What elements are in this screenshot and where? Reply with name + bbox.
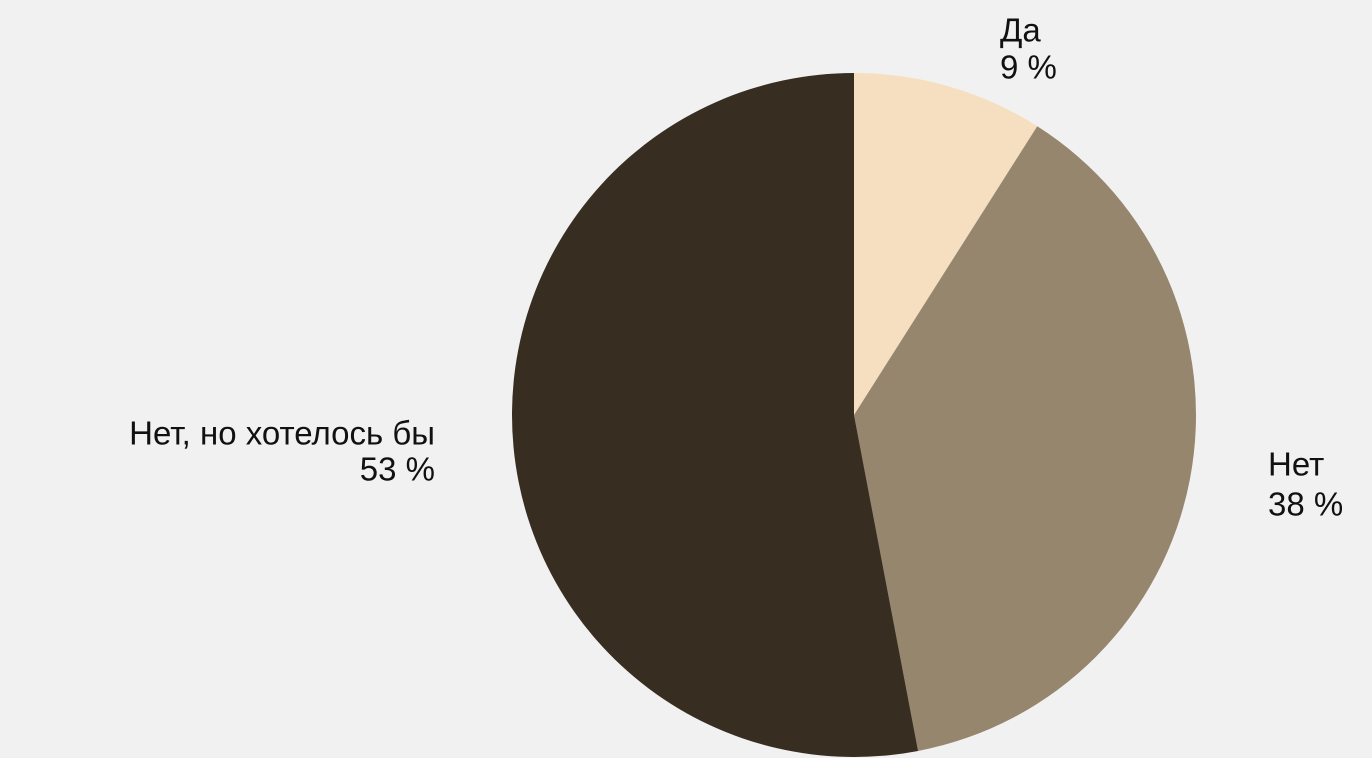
pie-slice bbox=[512, 72, 919, 757]
slice-value-label: 53 % bbox=[360, 451, 435, 488]
slice-label: Нет, но хотелось бы bbox=[129, 415, 435, 452]
pie-slice bbox=[854, 126, 1196, 751]
slice-value-label: 9 % bbox=[1000, 49, 1057, 86]
slice-value-label: 38 % bbox=[1268, 486, 1343, 523]
pie-slice bbox=[854, 73, 1038, 415]
slice-label: Нет bbox=[1268, 446, 1324, 483]
slice-label: Да bbox=[1000, 12, 1041, 49]
